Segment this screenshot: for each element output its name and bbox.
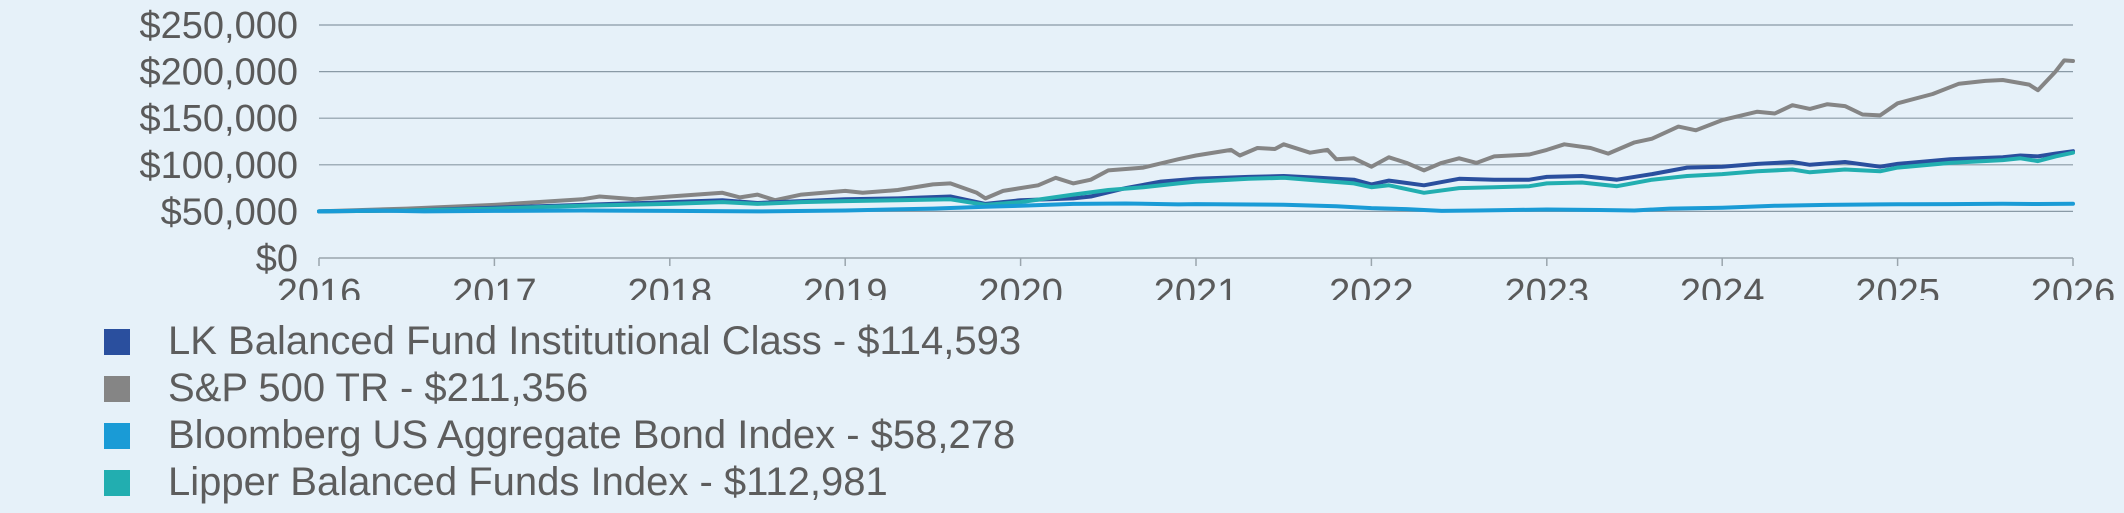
chart-legend: LK Balanced Fund Institutional Class - $… [104, 318, 1021, 506]
series-line-bloomberg-us-aggregate-bond-index [317, 201, 2075, 214]
x-tick-label: 2021 [1154, 272, 1239, 300]
y-tick-label: $150,000 [140, 98, 299, 140]
x-tick-label: 2016 [277, 272, 362, 300]
y-tick-label: $50,000 [161, 191, 298, 233]
y-tick-label: $0 [256, 238, 298, 280]
x-tick-label: 2017 [452, 272, 537, 300]
legend-swatch-sp500 [104, 375, 130, 402]
legend-item: S&P 500 TR - $211,356 [104, 365, 1021, 412]
legend-label-bloomberg-agg: Bloomberg US Aggregate Bond Index - $58,… [168, 413, 1016, 457]
x-tick-label: 2022 [1329, 272, 1414, 300]
legend-label-lk-balanced: LK Balanced Fund Institutional Class - $… [168, 319, 1022, 363]
legend-swatch-bloomberg-agg [104, 422, 130, 449]
x-tick-label: 2025 [1855, 272, 1940, 300]
legend-label-sp500: S&P 500 TR - $211,356 [168, 366, 589, 410]
x-tick-label: 2018 [628, 272, 713, 300]
y-tick-label: $200,000 [140, 52, 299, 94]
legend-swatch-lk-balanced [104, 328, 130, 355]
legend-label-lipper-balanced: Lipper Balanced Funds Index - $112,981 [168, 460, 888, 504]
y-tick-label: $100,000 [140, 145, 299, 187]
x-tick-label: 2026 [2031, 272, 2116, 300]
legend-swatch-lipper-balanced [104, 469, 130, 496]
x-tick-label: 2020 [978, 272, 1063, 300]
legend-item: Lipper Balanced Funds Index - $112,981 [104, 459, 1021, 506]
line-chart-plot: $0 $50,000$100,000 $150,000$200,000 $250,00… [140, 5, 2116, 314]
legend-item: Bloomberg US Aggregate Bond Index - $58,… [104, 412, 1021, 459]
x-tick-label: 2019 [803, 272, 888, 300]
legend-item: LK Balanced Fund Institutional Class - $… [104, 318, 1021, 365]
y-tick-label: $250,000 [140, 5, 299, 47]
series-line-lipper-balanced-funds-index [317, 150, 2075, 214]
x-tick-label: 2023 [1505, 272, 1590, 300]
x-tick-label: 2024 [1680, 272, 1765, 300]
series-line-s-p-500-tr [317, 58, 2075, 214]
